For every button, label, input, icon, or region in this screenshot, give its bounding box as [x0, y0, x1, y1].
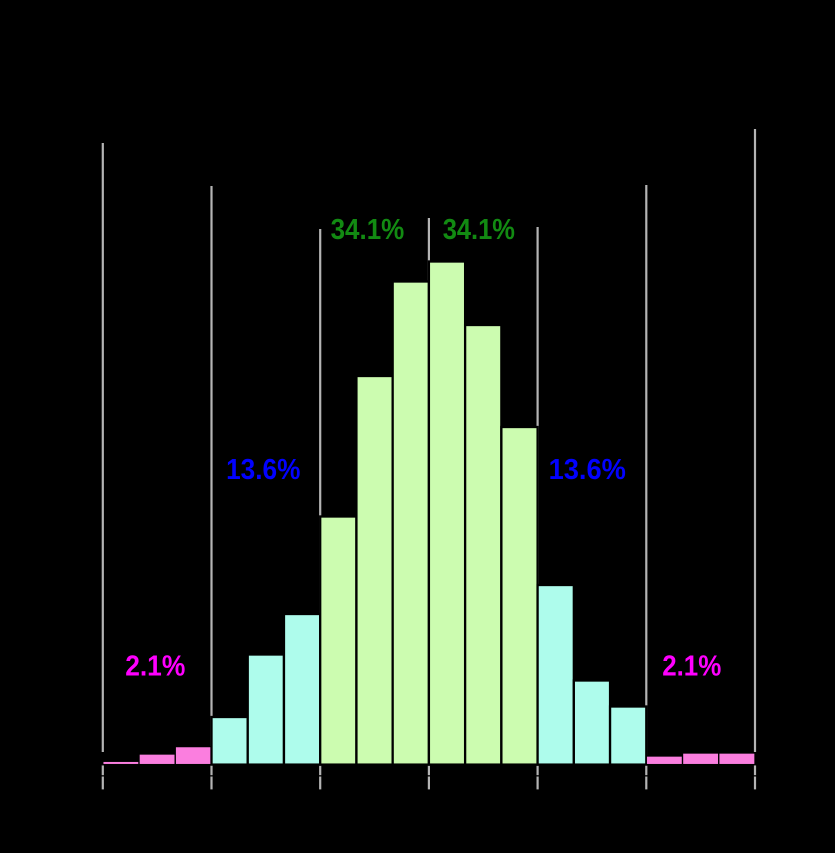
svg-text:34.1%: 34.1% [443, 214, 515, 246]
svg-text:2.1%: 2.1% [662, 651, 721, 683]
svg-text:13.6%: 13.6% [549, 454, 626, 486]
svg-text:2.1%: 2.1% [125, 651, 185, 683]
svg-text:13.6%: 13.6% [226, 454, 300, 486]
svg-text:34.1%: 34.1% [331, 214, 405, 246]
